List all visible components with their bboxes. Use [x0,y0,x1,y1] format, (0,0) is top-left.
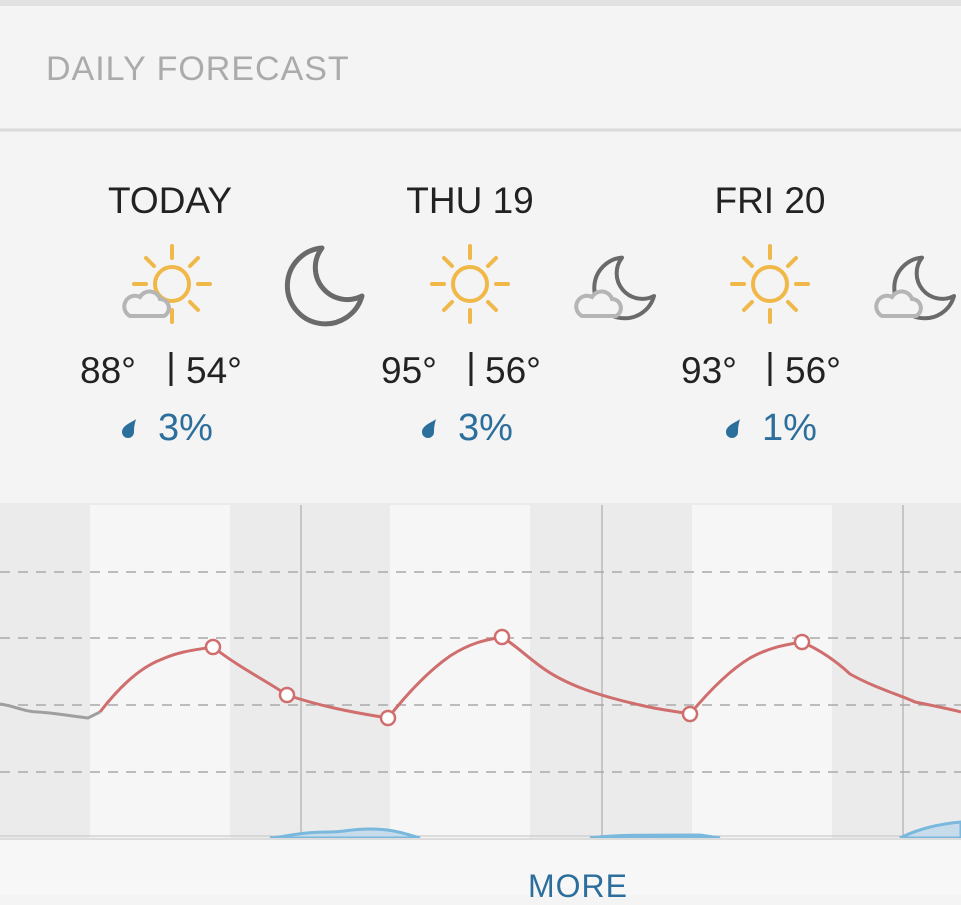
drop-icon [122,419,136,438]
chart-backdrop [0,505,961,838]
drop-icon [422,419,436,438]
moon-icon [287,248,362,324]
sun-icon [430,244,510,324]
cloud-icon [574,289,623,318]
day-label: THU 19 [406,180,534,221]
section-title: DAILY FORECAST [46,50,350,88]
precip-area [269,820,961,840]
footer-bar [0,839,961,895]
low-temp: 54° [186,350,242,391]
day-label: FRI 20 [714,180,826,221]
low-temp: 56° [485,350,541,391]
high-temp: 88° [80,350,136,391]
cloud-icon [874,289,923,318]
precip-chance: 3% [458,407,513,449]
day-label: TODAY [107,180,233,221]
temperature-curve [0,628,961,727]
cloud-icon [122,289,171,318]
high-temp: 95° [381,350,437,391]
high-temp: 93° [681,350,737,391]
low-temp: 56° [785,350,841,391]
top-bar [0,0,961,6]
more-button[interactable]: MORE [528,868,628,904]
drop-icon [726,419,740,438]
sun-icon [730,244,810,324]
precip-chance: 1% [762,407,817,449]
precip-chance: 3% [158,407,213,449]
